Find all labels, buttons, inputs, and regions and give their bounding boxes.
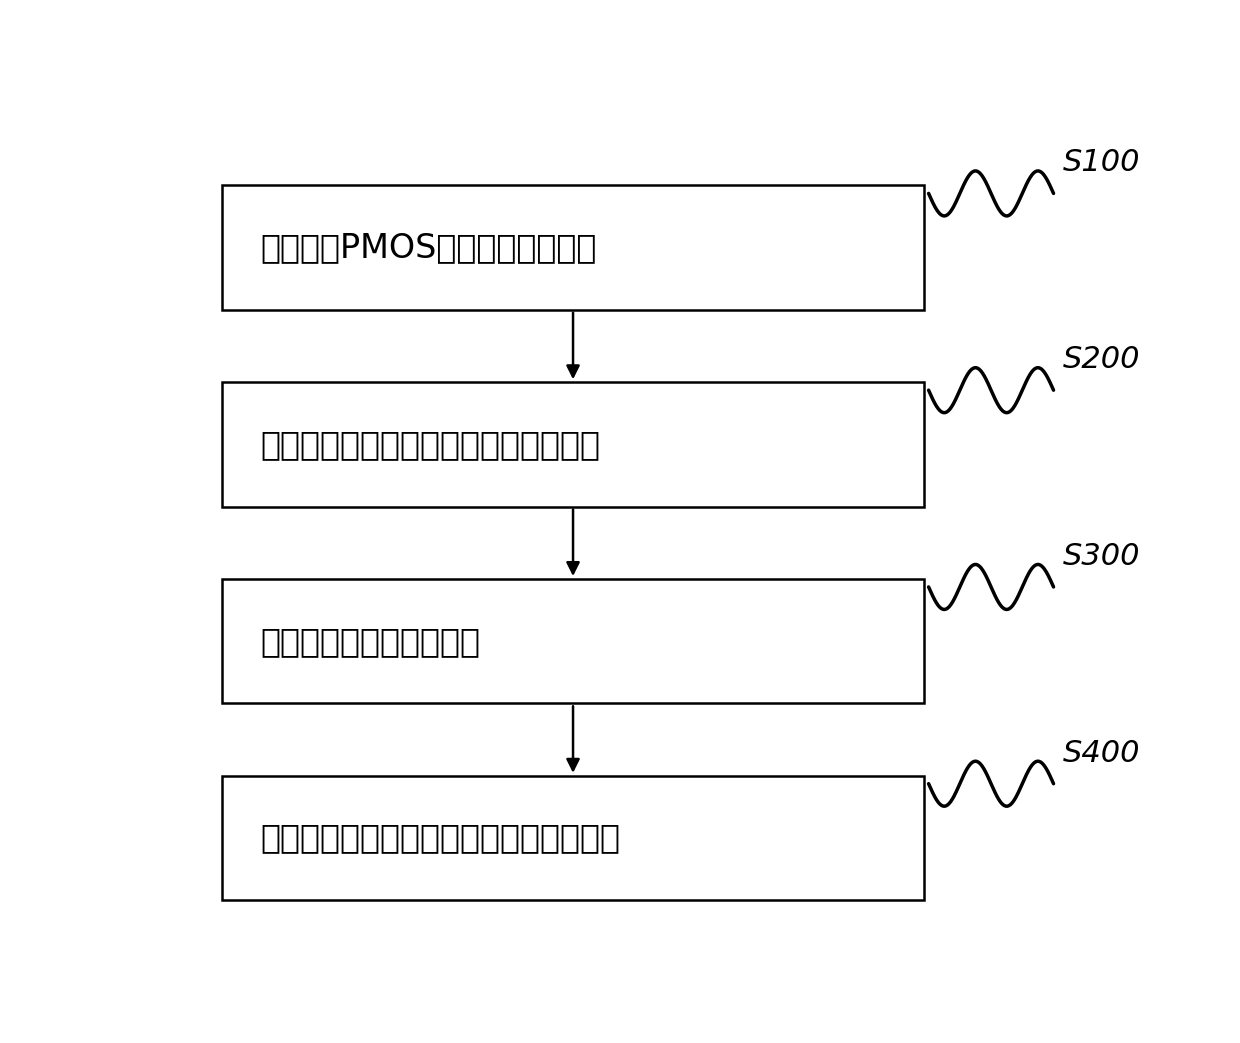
Text: 在所述栅极结构两侧的衬底中形成凹槽: 在所述栅极结构两侧的衬底中形成凹槽 [260, 428, 600, 461]
Bar [222, 186, 924, 310]
Bar [222, 579, 924, 703]
Text: 在所述凹槽中形成锗硅层: 在所述凹槽中形成锗硅层 [260, 625, 481, 658]
Bar [222, 776, 924, 900]
Text: S400: S400 [1063, 738, 1141, 768]
Text: S300: S300 [1063, 542, 1141, 571]
Text: S100: S100 [1063, 148, 1141, 177]
Bar [222, 382, 924, 507]
Text: S200: S200 [1063, 345, 1141, 374]
Text: 形成覆盖锗硅层顶部的掺杂有硼的盖帽层: 形成覆盖锗硅层顶部的掺杂有硼的盖帽层 [260, 822, 621, 854]
Text: 提供包括PMOS区域的半导体衬底: 提供包括PMOS区域的半导体衬底 [260, 232, 598, 264]
